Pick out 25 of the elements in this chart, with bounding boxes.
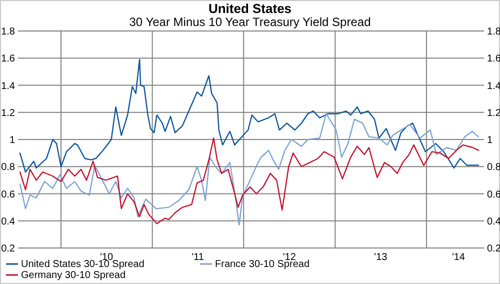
y-tick-label: 0.4: [1, 216, 16, 228]
legend-label: United States 30-10 Spread: [21, 259, 144, 270]
y2-tick-label: 1.6: [487, 54, 500, 65]
legend-label: France 30-10 Spread: [215, 259, 310, 270]
line-series: [19, 113, 480, 226]
x-tick-label: '13: [374, 252, 388, 263]
y-tick-label: 1.8: [1, 26, 16, 38]
y-tick-label: 1.4: [1, 80, 16, 92]
line-series: [19, 138, 480, 224]
y-tick-label: 0.8: [1, 162, 16, 174]
y2-tick-label: 0.2: [487, 244, 500, 254]
y-tick-label: 0.2: [1, 244, 16, 254]
chart-subtitle: 30 Year Minus 10 Year Treasury Yield Spread: [129, 15, 371, 29]
y-tick-label: 1.6: [1, 54, 16, 65]
y-tick-label: 1: [9, 135, 16, 146]
legend-label: Germany 30-10 Spread: [21, 270, 126, 281]
x-tick-label: '11: [192, 252, 204, 263]
line-series: [19, 58, 480, 173]
y-tick-label: 1.2: [1, 108, 16, 119]
x-tick-label: '14: [452, 252, 466, 263]
y2-tick-label: 1.2: [487, 108, 500, 119]
y2-tick-label: 1: [487, 135, 493, 146]
chart-title: United States: [208, 1, 292, 16]
y-tick-label: 0.6: [1, 189, 16, 200]
y2-tick-label: 0.6: [487, 189, 500, 200]
